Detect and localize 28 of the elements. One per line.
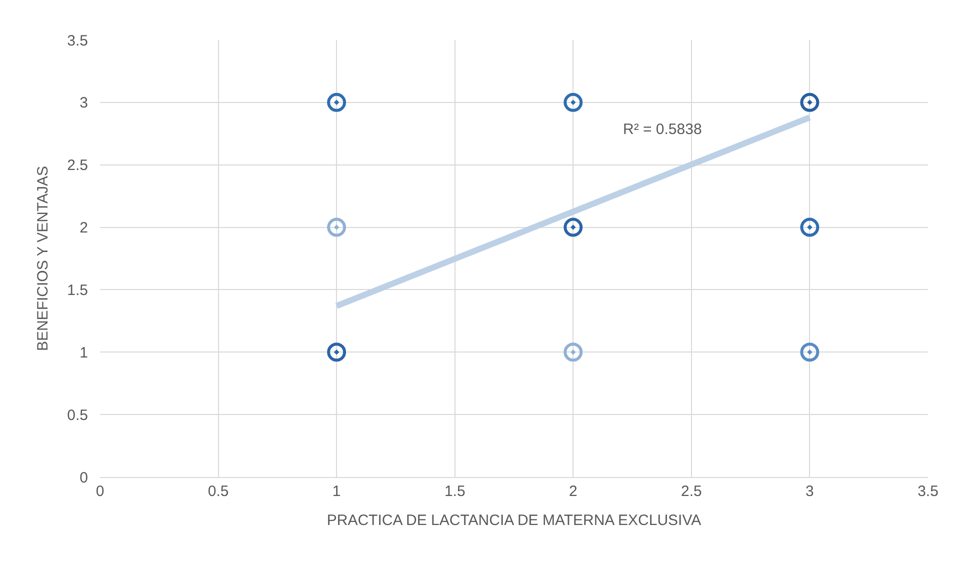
point [800, 342, 820, 362]
x-tick-label: 0.5 [208, 483, 229, 500]
annotation: R² = 0.5838 [623, 121, 702, 138]
y-tick-label: 2 [80, 220, 88, 237]
y-tick-label: 3 [80, 94, 88, 112]
point [564, 92, 583, 112]
x-tick-label: 1 [332, 483, 341, 500]
point [327, 92, 346, 112]
x-tick-label: 3.5 [918, 483, 938, 500]
y-tick-label: 0.5 [67, 406, 88, 424]
y-axis-title: BENEFICIOS Y VENTAJAS [34, 166, 52, 352]
point [564, 342, 583, 362]
y-tick-label: 0 [80, 469, 88, 486]
x-tick-label: 2.5 [681, 483, 702, 500]
y-tick-label: 2.5 [67, 157, 88, 174]
y-tick-label: 3.5 [67, 32, 88, 50]
x-tick-label: 1.5 [444, 483, 466, 500]
x-tick-label: 3 [806, 483, 814, 500]
point [327, 342, 346, 362]
y-tick-label: 1.5 [67, 282, 88, 299]
x-axis-title: PRACTICA DE LACTANCIA DE MATERNA EXCLUSIVA [326, 512, 702, 529]
point [327, 218, 346, 237]
point [564, 218, 583, 237]
y-tick-label: 1 [80, 344, 88, 362]
point [800, 218, 820, 237]
x-tick-label: 2 [568, 483, 578, 500]
point [800, 92, 820, 112]
x-tick-label: 0 [96, 483, 104, 500]
